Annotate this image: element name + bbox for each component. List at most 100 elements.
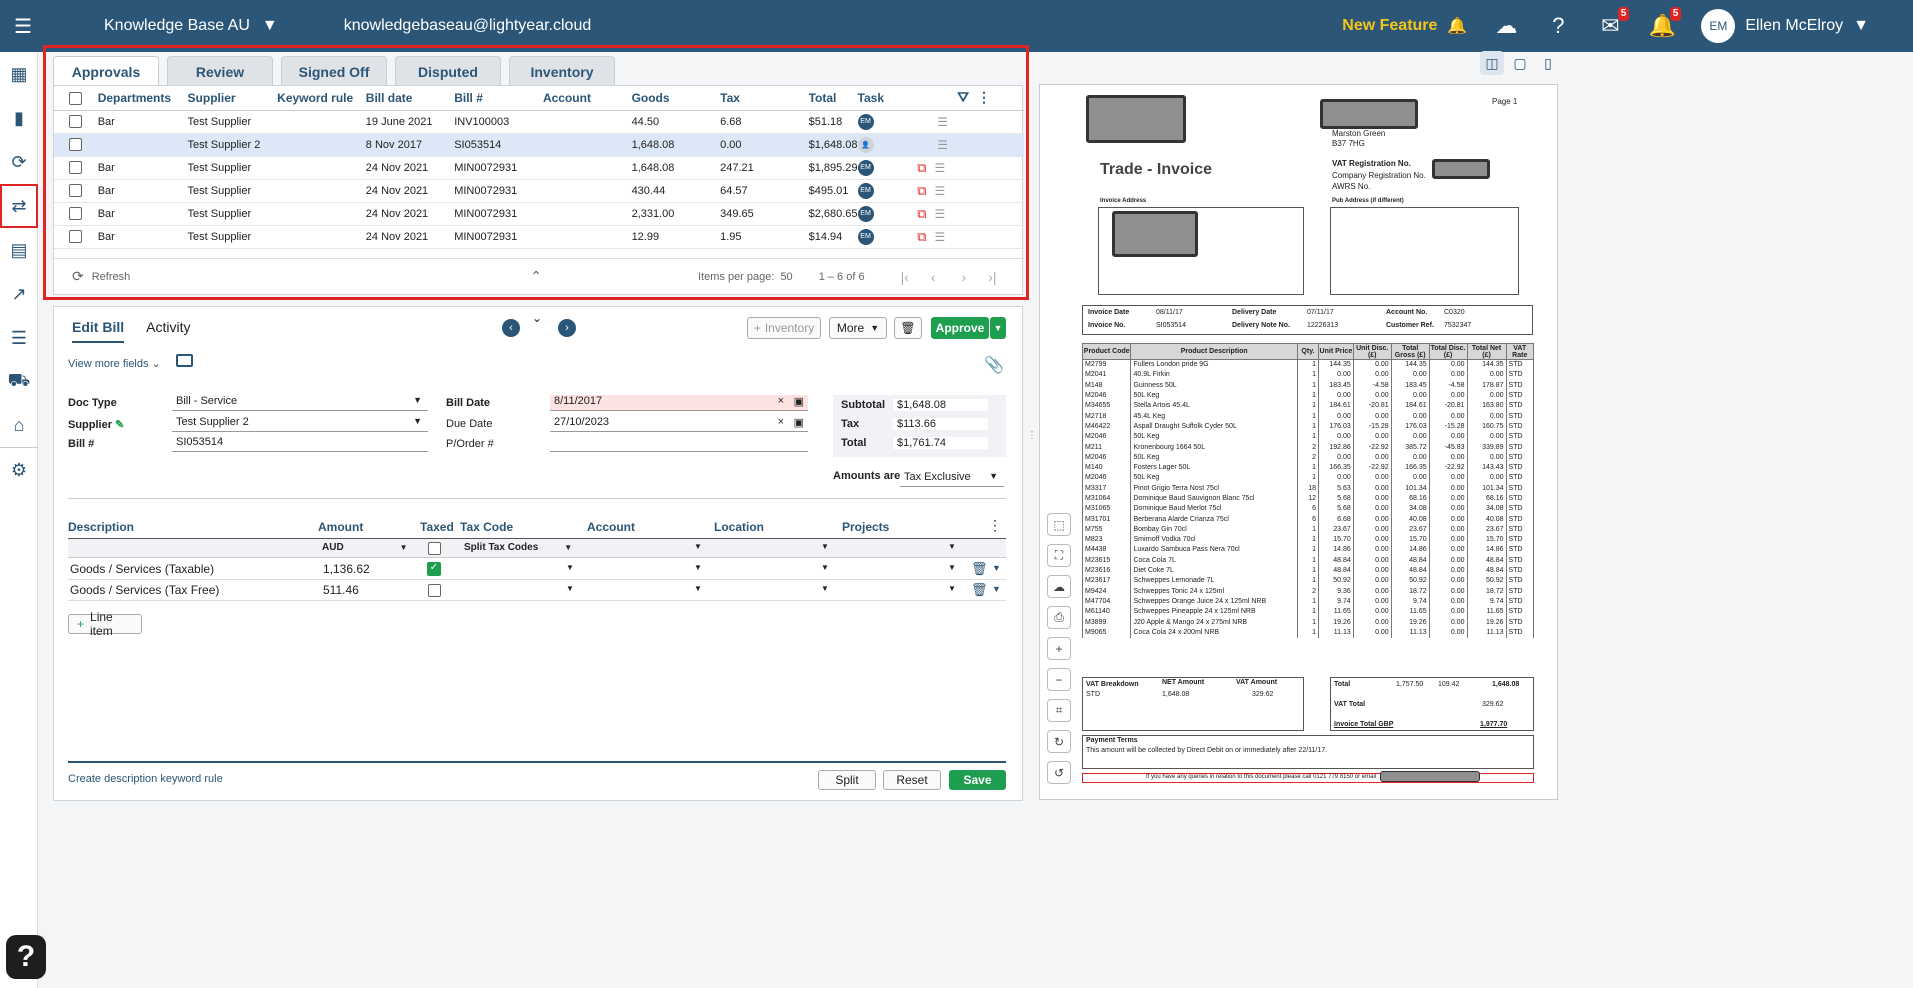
row-checkbox[interactable]: [69, 161, 83, 174]
list-icon[interactable]: ☰: [10, 327, 28, 348]
col-bill-number[interactable]: Bill #: [454, 86, 543, 111]
table-row[interactable]: Test Supplier 2 8 Nov 2017 SI053514 1,64…: [54, 133, 1024, 157]
duplicate-icon[interactable]: ⧉: [917, 205, 927, 221]
notes-icon[interactable]: ☰: [934, 183, 946, 198]
location-filter-caret-icon[interactable]: ▼: [821, 542, 829, 551]
duplicate-icon[interactable]: ⧉: [917, 228, 927, 244]
task-avatar[interactable]: EM: [857, 205, 874, 222]
reset-button[interactable]: Reset: [883, 770, 941, 790]
table-row[interactable]: Bar Test Supplier 24 Nov 2021 MIN0072931…: [54, 179, 1024, 203]
collapse-up-icon[interactable]: ⌃: [530, 268, 542, 284]
tab-review[interactable]: Review: [167, 56, 273, 86]
notes-icon[interactable]: ☰: [934, 229, 946, 244]
split-view-icon[interactable]: ◫: [1480, 51, 1504, 75]
location-caret-icon[interactable]: ▼: [821, 563, 829, 572]
expand-line-icon[interactable]: ▼: [992, 584, 1001, 594]
task-avatar[interactable]: EM: [857, 159, 874, 176]
projects-caret-icon[interactable]: ▼: [948, 584, 956, 593]
currency-select[interactable]: AUD ▼: [322, 542, 408, 553]
user-menu[interactable]: EM Ellen McElroy ▼: [1701, 9, 1869, 43]
account-filter-caret-icon[interactable]: ▼: [694, 542, 702, 551]
duplicate-icon[interactable]: ⧉: [917, 182, 927, 198]
duplicate-icon[interactable]: ⧉: [917, 159, 927, 175]
calendar-icon[interactable]: ▣: [793, 417, 804, 429]
row-checkbox[interactable]: [69, 115, 83, 128]
row-checkbox[interactable]: [69, 138, 83, 151]
ocr-scan-icon[interactable]: ⌗: [1047, 699, 1071, 722]
col-tax[interactable]: Tax: [720, 86, 809, 111]
truck-icon[interactable]: ⛟: [7, 370, 31, 390]
keyword-rule-link[interactable]: Create description keyword rule: [68, 773, 223, 785]
line-chart-icon[interactable]: ↗: [11, 283, 27, 304]
select-region-icon[interactable]: ⬚: [1047, 513, 1071, 536]
clear-icon[interactable]: ×: [777, 416, 784, 428]
line-description[interactable]: Goods / Services (Tax Free): [70, 583, 220, 597]
line-amount[interactable]: 511.46: [323, 583, 359, 597]
purchase-order-icon[interactable]: ▤: [10, 239, 28, 260]
edit-pencil-icon[interactable]: ✎: [115, 419, 125, 431]
tax-code-select[interactable]: Split Tax Codes ▼: [464, 542, 572, 553]
print-icon[interactable]: ⎙: [1047, 606, 1071, 629]
transactions-icon[interactable]: ⇄: [0, 184, 38, 228]
tab-inventory[interactable]: Inventory: [509, 56, 615, 86]
calendar-icon[interactable]: ▣: [793, 396, 804, 408]
col-account[interactable]: Account: [542, 86, 632, 111]
tab-activity[interactable]: Activity: [146, 319, 191, 335]
table-row[interactable]: Bar Test Supplier 24 Nov 2021 MIN0072931…: [54, 225, 1024, 249]
table-row[interactable]: Bar Test Supplier 24 Nov 2021 MIN0072931…: [54, 202, 1024, 226]
list-item[interactable]: Goods / Services (Taxable) 1,136.62 ✓ ▼ …: [68, 559, 1006, 580]
col-task[interactable]: Task: [857, 86, 918, 111]
notes-icon[interactable]: ☰: [934, 160, 946, 175]
row-checkbox[interactable]: [69, 184, 83, 197]
items-per-page-select[interactable]: 50: [780, 270, 793, 283]
table-row[interactable]: Bar Test Supplier 19 June 2021 INV100003…: [54, 110, 1024, 134]
split-button[interactable]: Split: [818, 770, 876, 790]
tab-approvals[interactable]: Approvals: [53, 56, 159, 86]
expand-line-icon[interactable]: ▼: [992, 563, 1001, 573]
tab-edit-bill[interactable]: Edit Bill: [72, 319, 125, 343]
bill-date-input[interactable]: 8/11/2017 × ▣: [550, 395, 808, 411]
view-more-fields-link[interactable]: View more fields ⌄: [68, 357, 161, 370]
prev-page-icon[interactable]: ‹: [930, 268, 936, 285]
delete-line-icon[interactable]: 🗑: [971, 582, 988, 597]
col-goods[interactable]: Goods: [631, 86, 721, 111]
table-row[interactable]: Bar Test Supplier 24 Nov 2021 MIN0072931…: [54, 156, 1024, 180]
taxed-checkbox-checked[interactable]: ✓: [427, 562, 441, 576]
more-vertical-icon[interactable]: ⋮: [977, 89, 991, 106]
delete-line-icon[interactable]: 🗑: [971, 561, 988, 576]
doc-type-select[interactable]: Bill - Service ▼: [172, 395, 428, 411]
bill-number-input[interactable]: SI053514: [172, 436, 428, 452]
prev-bill-icon[interactable]: ‹: [502, 319, 520, 337]
task-avatar[interactable]: EM: [857, 182, 874, 199]
bar-chart-icon[interactable]: ▮: [14, 107, 24, 128]
inventory-button[interactable]: + Inventory: [747, 317, 821, 339]
card-icon[interactable]: [176, 354, 193, 367]
notes-icon[interactable]: ☰: [937, 137, 948, 152]
tab-disputed[interactable]: Disputed: [395, 56, 501, 86]
list-item[interactable]: Goods / Services (Tax Free) 511.46 ▼ ▼ ▼…: [68, 580, 1006, 601]
save-button[interactable]: Save: [949, 770, 1006, 790]
first-page-icon[interactable]: |‹: [900, 268, 909, 285]
zoom-out-icon[interactable]: −: [1047, 668, 1071, 691]
last-page-icon[interactable]: ›|: [988, 268, 997, 285]
task-avatar[interactable]: EM: [857, 113, 874, 130]
supplier-select[interactable]: Test Supplier 2 ▼: [172, 416, 428, 432]
select-all-checkbox[interactable]: [69, 91, 83, 105]
task-avatar[interactable]: EM: [857, 228, 874, 245]
row-checkbox[interactable]: [69, 207, 83, 220]
rotate-left-icon[interactable]: ↺: [1047, 761, 1071, 784]
refresh-button[interactable]: Refresh: [91, 270, 131, 283]
mail-icon[interactable]: ✉ 5: [1597, 7, 1630, 39]
approve-button[interactable]: Approve: [931, 317, 989, 339]
projects-filter-caret-icon[interactable]: ▼: [948, 542, 956, 551]
side-panel-icon[interactable]: ▯: [1544, 54, 1552, 71]
help-circle-icon[interactable]: ?: [1552, 13, 1565, 38]
row-checkbox[interactable]: [69, 230, 83, 243]
next-page-icon[interactable]: ›: [961, 268, 967, 285]
cloud-upload-icon[interactable]: ☁: [1495, 13, 1518, 38]
more-button[interactable]: More ▼: [829, 317, 887, 339]
col-total[interactable]: Total: [808, 86, 858, 111]
taxed-checkbox[interactable]: [428, 584, 441, 597]
task-avatar-empty[interactable]: 👤: [857, 136, 874, 153]
zoom-in-icon[interactable]: +: [1047, 637, 1071, 660]
